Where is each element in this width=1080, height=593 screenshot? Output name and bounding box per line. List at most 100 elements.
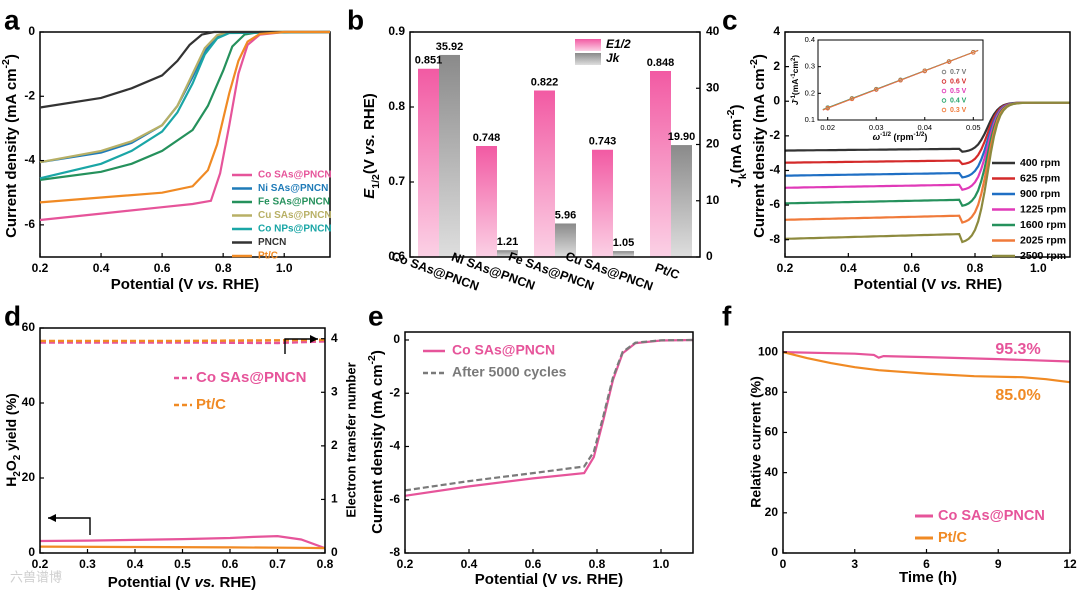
panel-b-value-jk: 5.96 bbox=[555, 209, 576, 221]
axis-title-part: vs. bbox=[194, 574, 215, 591]
panel-b-value-e12: 0.822 bbox=[531, 76, 559, 88]
y-tick-label: 0.8 bbox=[388, 99, 405, 113]
x-tick-label: 0 bbox=[780, 557, 787, 571]
y-tick-label: 100 bbox=[758, 344, 778, 358]
y-tick-label: 2 bbox=[331, 438, 338, 452]
panel-f-y-axis-title: Relative current (%) bbox=[748, 376, 764, 507]
panel-c-inset-legend-label: 0.4 V bbox=[950, 97, 967, 104]
axis-title-part: -2 bbox=[0, 59, 12, 68]
panel-e-legend-label: Co SAs@PNCN bbox=[452, 342, 555, 358]
x-tick-label: 0.8 bbox=[589, 557, 606, 571]
y-tick-label: -8 bbox=[769, 232, 780, 246]
x-axis-title: Potential (V vs. RHE) bbox=[108, 574, 256, 591]
axis-title-part: Current density (mA cm bbox=[751, 68, 768, 237]
panel-c-frame bbox=[784, 31, 1071, 258]
x-tick-label: 0.8 bbox=[215, 261, 232, 275]
panel-a-legend-label: Ni SAs@PNCN bbox=[258, 183, 328, 194]
panel-c-inset-x-tick-label: 0.04 bbox=[917, 123, 932, 132]
panel-e-line-1 bbox=[404, 338, 694, 492]
axis-title-part: RHE) bbox=[961, 276, 1002, 293]
y-tick-label: 60 bbox=[22, 320, 36, 334]
x-tick-label: 0.3 bbox=[79, 557, 96, 571]
panel-b-y-left-title: E1/2(V vs. RHE) bbox=[361, 93, 382, 199]
panel-a-legend-label: Co SAs@PNCN bbox=[258, 170, 332, 181]
panel-f-line-0 bbox=[782, 351, 1071, 363]
y-axis-title: Current density (mA cm-2) bbox=[0, 54, 20, 238]
y-axis-title: Current density (mA cm-2) bbox=[366, 350, 386, 534]
panel-b-value-jk: 35.92 bbox=[436, 41, 464, 53]
axis-title-part: yield (%) bbox=[3, 393, 19, 454]
x-tick-label: 0.4 bbox=[840, 261, 857, 275]
y-tick-label: 0 bbox=[331, 545, 338, 559]
axis-title-part: -1 bbox=[791, 94, 797, 100]
panel-letter: b bbox=[347, 4, 364, 35]
panel-d-arrow-right bbox=[284, 338, 318, 354]
axis-title-part: vs. bbox=[361, 134, 378, 155]
x-tick-label: 0.6 bbox=[154, 261, 171, 275]
y-tick-label: -2 bbox=[769, 128, 780, 142]
panel-c-inset-point bbox=[849, 96, 855, 101]
panel-b-value-e12: 0.748 bbox=[473, 132, 501, 144]
x-tick-label: 0.5 bbox=[174, 557, 191, 571]
axis-title-part: -1/2 bbox=[914, 131, 925, 138]
panel-d-arrow-left-head bbox=[48, 514, 56, 522]
axis-title-part: Potential (V bbox=[854, 276, 941, 293]
panel-b-value-jk: 19.90 bbox=[668, 131, 696, 143]
panel-c-inset-point bbox=[825, 105, 830, 111]
panel-b-legend-label: Jk bbox=[606, 51, 621, 65]
panel-b-value-jk: 1.05 bbox=[613, 237, 634, 249]
y-tick-label: -2 bbox=[389, 385, 400, 399]
axis-title-part: k bbox=[737, 173, 749, 179]
axis-title-part: (V bbox=[361, 155, 378, 174]
y-tick-label: 40 bbox=[765, 465, 779, 479]
y-tick-label: -2 bbox=[24, 88, 35, 102]
panel-a-line-6 bbox=[39, 30, 330, 204]
x-tick-label: 6 bbox=[923, 557, 930, 571]
y-tick-label: -4 bbox=[389, 439, 400, 453]
panel-d-h2o2-line-0 bbox=[39, 534, 326, 550]
axis-title-part: cm bbox=[790, 61, 800, 74]
y-tick-label: 0.6 bbox=[388, 249, 405, 263]
panel-c-inset-point bbox=[874, 87, 879, 92]
panel-b-bar-e12 bbox=[534, 90, 555, 257]
panel-c-inset-y-tick-label: 0.1 bbox=[805, 115, 815, 124]
axis-title-part: ) bbox=[369, 350, 386, 355]
axis-title-part: -2 bbox=[725, 109, 737, 118]
x-tick-label: 0.2 bbox=[777, 261, 794, 275]
panel-letter: a bbox=[4, 4, 20, 35]
axis-title-part: ) bbox=[3, 54, 20, 59]
panel-d-y-right-title: Electron transfer number bbox=[343, 362, 358, 517]
x-tick-label: 0.2 bbox=[397, 557, 414, 571]
panel-b-bar-e12 bbox=[476, 146, 497, 257]
panel-b-value-e12: 0.851 bbox=[415, 55, 443, 67]
panel-c-inset-point bbox=[946, 59, 952, 64]
axis-title-part: Current density (mA cm bbox=[3, 68, 20, 237]
y-tick-label: 1 bbox=[331, 492, 338, 506]
panel-a-line-3 bbox=[39, 30, 330, 164]
panel-c-inset-legend-marker bbox=[941, 88, 947, 94]
panel-c-inset-y-tick-label: 0.2 bbox=[805, 88, 815, 97]
panel-c-inset-y-tick-label: 0.4 bbox=[805, 35, 815, 44]
x-axis-title: Potential (V vs. RHE) bbox=[854, 276, 1002, 293]
panel-c-inset-point bbox=[922, 68, 927, 74]
panel-f-annotation: 95.3% bbox=[995, 341, 1040, 358]
panel-f-annotation: 85.0% bbox=[995, 387, 1040, 404]
panel-c-inset-point bbox=[898, 77, 903, 83]
y-tick-label: 0.9 bbox=[388, 24, 405, 38]
y-tick-label: -8 bbox=[389, 545, 400, 559]
axis-title-part: Current density (mA cm bbox=[369, 364, 386, 533]
axis-title-part: O bbox=[3, 460, 19, 471]
x-tick-label: 9 bbox=[995, 557, 1002, 571]
y-tick-label: 40 bbox=[706, 24, 720, 38]
y-tick-label: -4 bbox=[769, 163, 780, 177]
panel-c-inset-point bbox=[971, 50, 976, 55]
axis-title-part: -2 bbox=[748, 59, 760, 68]
x-tick-label: 1.0 bbox=[276, 261, 293, 275]
panel-c-inset-legend-marker bbox=[941, 79, 947, 84]
x-tick-label: 0.4 bbox=[461, 557, 478, 571]
x-tick-label: 0.4 bbox=[93, 261, 110, 275]
panel-d-h2o2-line-1 bbox=[39, 545, 326, 550]
panel-d-arrow-left bbox=[48, 517, 91, 535]
x-axis-title: Potential (V vs. RHE) bbox=[111, 276, 259, 293]
panel-c-inset-legend-label: 0.6 V bbox=[950, 78, 967, 85]
